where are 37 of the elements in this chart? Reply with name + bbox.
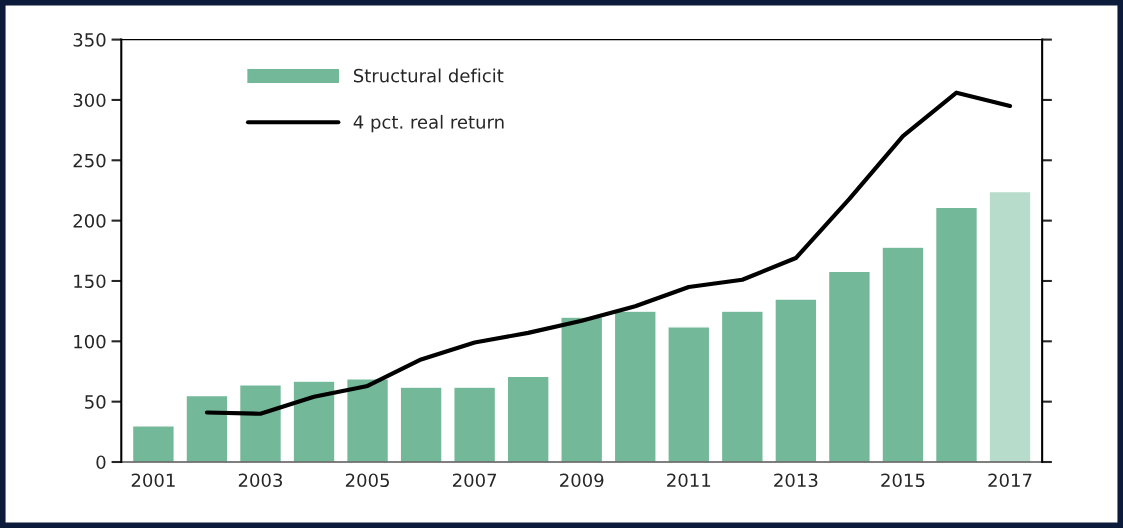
bar (667, 326, 711, 462)
legend-label: 4 pct. real return (353, 114, 504, 133)
x-tick-label: 2013 (774, 473, 818, 488)
y-tick-label: 0 (96, 455, 106, 470)
bar (988, 190, 1032, 462)
legend-label: Structural deficit (353, 68, 504, 83)
bar (881, 246, 925, 462)
bar (934, 206, 979, 462)
y-tick-label: 350 (73, 33, 106, 47)
bar (185, 394, 229, 462)
bar (774, 298, 818, 462)
y-tick-label: 250 (73, 153, 106, 168)
x-tick-label: 2003 (238, 473, 283, 488)
bar (720, 310, 764, 462)
bar (453, 386, 497, 462)
x-tick-label: 2005 (345, 473, 389, 488)
x-tick-label: 2007 (452, 473, 497, 488)
y-tick-label: 200 (73, 214, 106, 228)
y-tick-label: 300 (73, 93, 106, 108)
bar (399, 386, 443, 462)
x-tick-label: 2001 (131, 473, 175, 488)
line-series (204, 90, 1013, 416)
x-tick-label: 2015 (881, 473, 925, 488)
x-tick-label: 2017 (988, 473, 1032, 488)
y-tick-label: 150 (74, 274, 106, 289)
bar (613, 310, 657, 462)
bar (827, 270, 871, 462)
x-tick-label: 2011 (667, 473, 711, 488)
bar (506, 375, 550, 462)
bar (131, 425, 175, 462)
bar (560, 316, 604, 462)
y-tick-label: 100 (74, 334, 106, 349)
bar (292, 380, 336, 462)
bar (238, 384, 283, 462)
bar (345, 378, 390, 462)
y-tick-label: 50 (85, 395, 106, 409)
x-tick-label: 2009 (560, 473, 604, 488)
